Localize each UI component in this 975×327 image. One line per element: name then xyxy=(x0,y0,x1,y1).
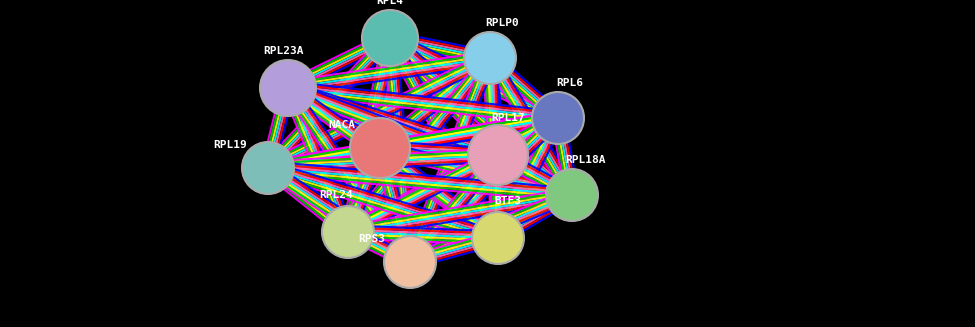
Circle shape xyxy=(260,60,316,116)
Text: RPL19: RPL19 xyxy=(214,140,247,150)
Circle shape xyxy=(546,169,598,221)
Circle shape xyxy=(362,10,418,66)
Text: RPL4: RPL4 xyxy=(376,0,404,6)
Circle shape xyxy=(242,142,294,194)
Text: BTF3: BTF3 xyxy=(494,196,522,206)
Text: RPLP0: RPLP0 xyxy=(486,18,519,28)
Circle shape xyxy=(322,206,374,258)
Text: RPL24: RPL24 xyxy=(319,190,353,200)
Text: RPL23A: RPL23A xyxy=(262,46,303,56)
Circle shape xyxy=(532,92,584,144)
Text: NACA: NACA xyxy=(329,120,356,130)
Circle shape xyxy=(384,236,436,288)
Text: RPL18A: RPL18A xyxy=(566,155,606,165)
Circle shape xyxy=(464,32,516,84)
Text: RPL17: RPL17 xyxy=(491,113,525,123)
Text: RPL6: RPL6 xyxy=(557,78,583,88)
Circle shape xyxy=(350,118,410,178)
Circle shape xyxy=(468,125,528,185)
Text: RPS3: RPS3 xyxy=(359,234,385,244)
Circle shape xyxy=(472,212,524,264)
